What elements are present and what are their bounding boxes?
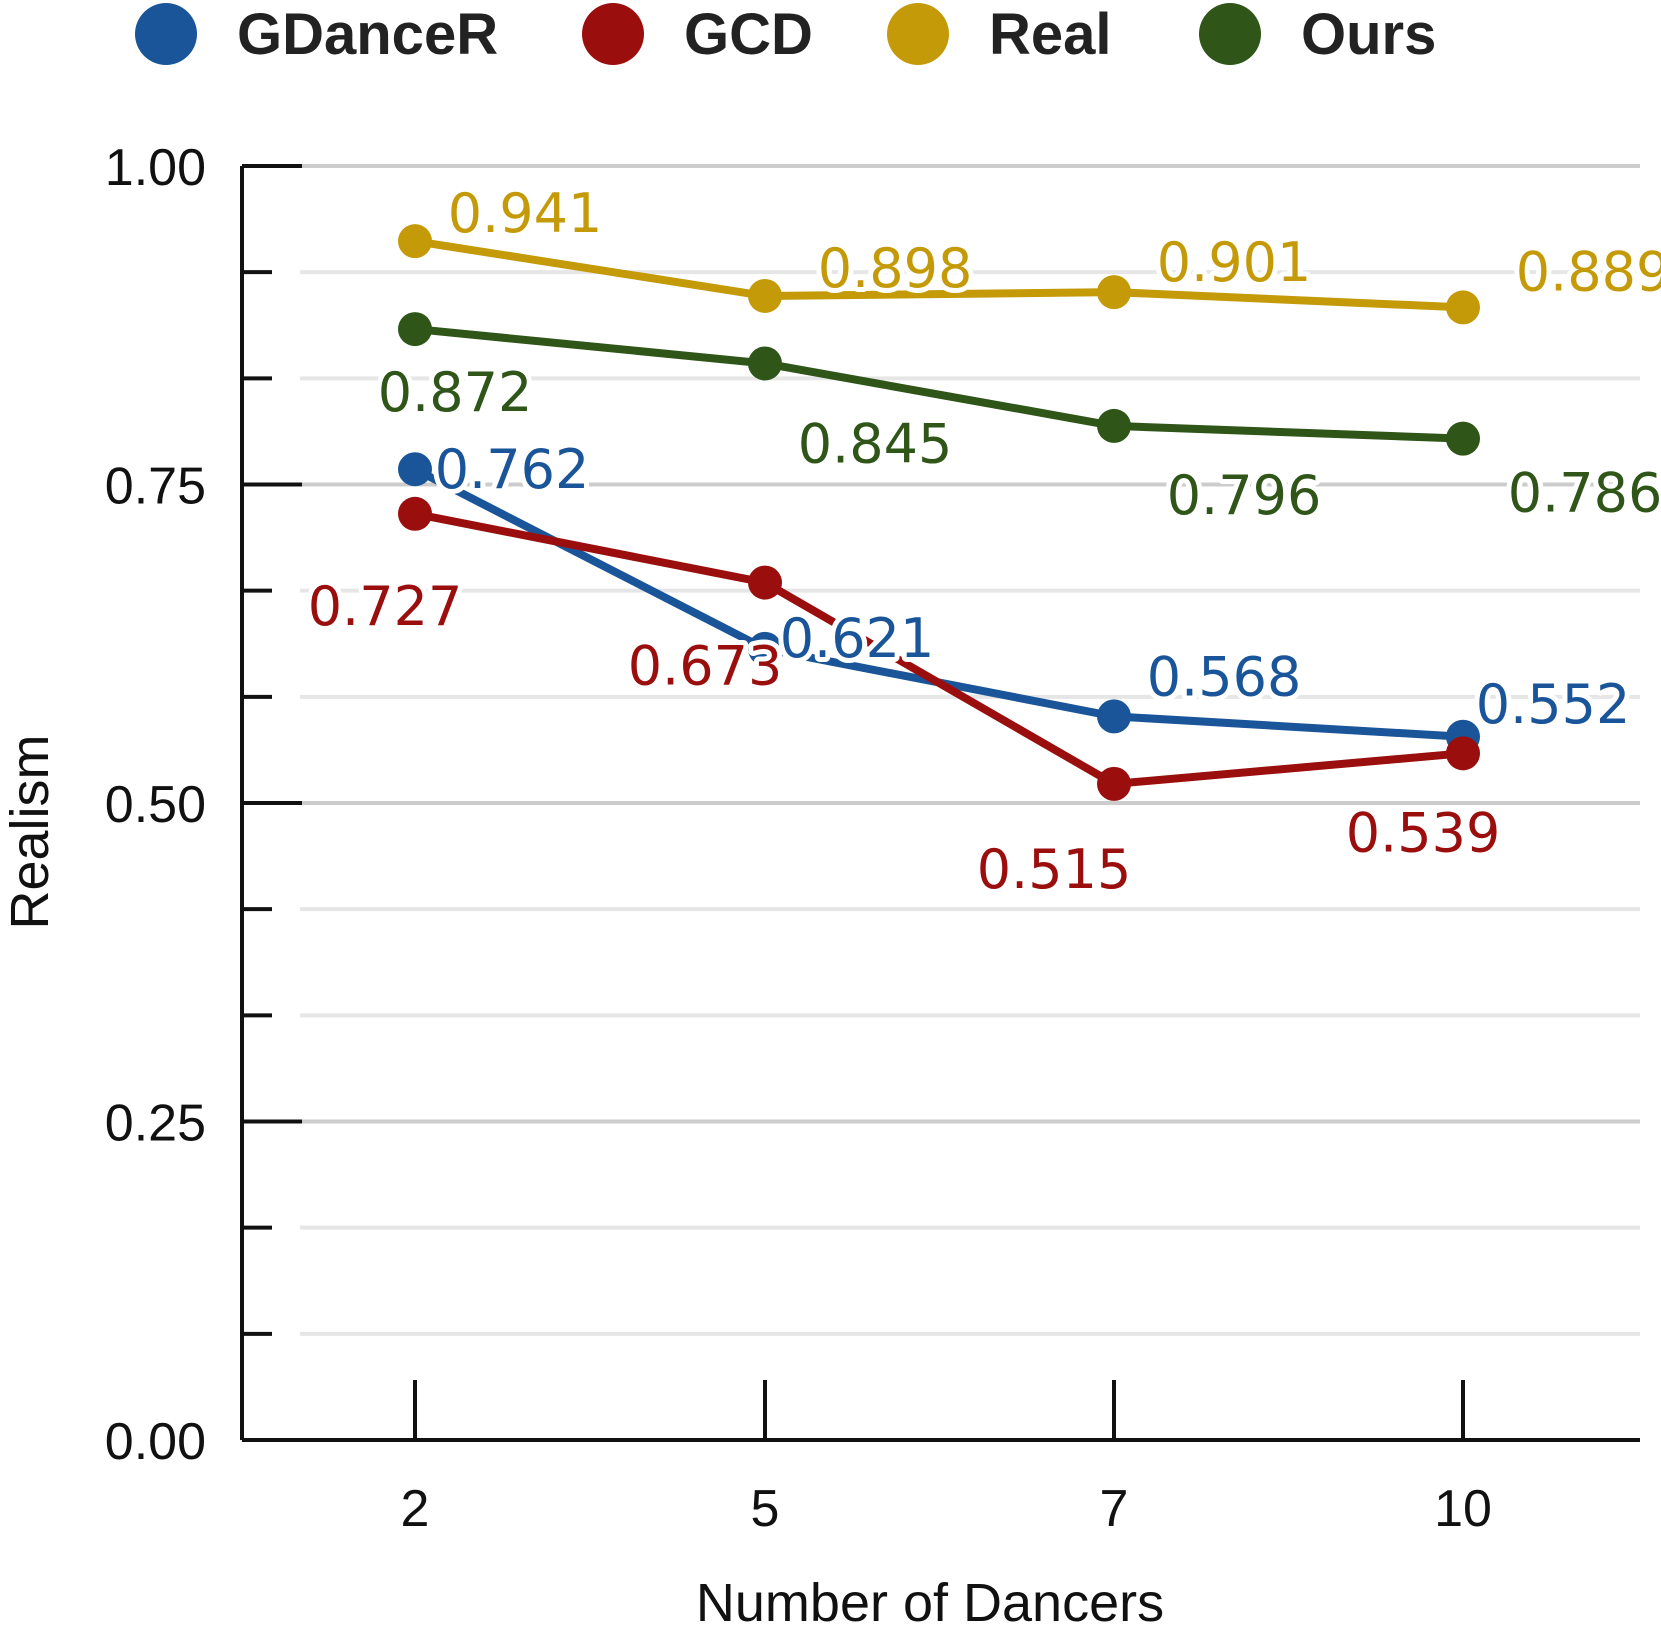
data-point-gcd bbox=[748, 565, 782, 600]
data-label-gdancer: 0.762 bbox=[435, 438, 590, 501]
data-point-real bbox=[1446, 290, 1480, 325]
legend: GDanceR GCD Real Ours bbox=[135, 2, 1436, 67]
data-label-ours: 0.786 bbox=[1508, 462, 1661, 525]
data-point-real bbox=[398, 224, 432, 259]
legend-marker-ours bbox=[1199, 3, 1261, 65]
data-label-real: 0.941 bbox=[448, 182, 603, 245]
x-axis-title: Number of Dancers bbox=[696, 1573, 1164, 1633]
series-lines bbox=[413, 237, 1464, 788]
y-tick-label: 0.00 bbox=[105, 1413, 206, 1471]
data-label-gcd: 0.539 bbox=[1346, 801, 1501, 864]
data-point-ours bbox=[398, 312, 432, 347]
data-label-gcd: 0.515 bbox=[977, 838, 1132, 901]
data-point-gcd bbox=[398, 496, 432, 531]
grid-lines bbox=[300, 164, 1640, 1336]
data-point-gdancer bbox=[748, 631, 782, 666]
x-tick-label: 5 bbox=[751, 1480, 780, 1538]
legend-label-ours: Ours bbox=[1301, 2, 1436, 67]
axes: 0.00 0.25 0.50 0.75 1.00 2 5 7 10 bbox=[105, 139, 1640, 1538]
legend-marker-gcd bbox=[582, 3, 644, 65]
data-label-real: 0.901 bbox=[1157, 231, 1312, 294]
y-tick-label: 0.50 bbox=[105, 776, 206, 834]
data-label-gcd: 0.673 bbox=[628, 635, 783, 698]
data-point-gdancer bbox=[398, 452, 432, 487]
data-point-gcd bbox=[1097, 766, 1131, 801]
series-line-gcd bbox=[414, 509, 1464, 788]
data-point-ours bbox=[748, 346, 782, 381]
series-line-real bbox=[414, 237, 1464, 312]
data-label-gdancer: 0.621 bbox=[780, 607, 935, 670]
x-tick-label: 2 bbox=[401, 1480, 430, 1538]
y-tick-label: 1.00 bbox=[105, 139, 206, 197]
series-line-ours bbox=[414, 325, 1464, 443]
data-label-ours: 0.872 bbox=[378, 361, 533, 424]
series-points bbox=[398, 224, 1480, 801]
x-tick-label: 7 bbox=[1100, 1480, 1129, 1538]
y-axis-title: Realism bbox=[0, 734, 60, 929]
data-point-gcd bbox=[1446, 736, 1480, 771]
legend-marker-real bbox=[887, 3, 949, 65]
data-label-ours: 0.845 bbox=[798, 412, 953, 475]
y-tick-label: 0.25 bbox=[105, 1095, 206, 1153]
data-labels: 0.762 0.621 0.568 0.552 0.727 0.673 0.515 0.539… bbox=[303, 177, 1661, 906]
legend-label-real: Real bbox=[989, 2, 1112, 67]
y-tick-label: 0.75 bbox=[105, 458, 206, 516]
legend-label-gdancer: GDanceR bbox=[237, 2, 498, 67]
data-label-gdancer: 0.552 bbox=[1476, 673, 1631, 736]
data-label-gdancer: 0.568 bbox=[1147, 645, 1302, 708]
data-point-real bbox=[1097, 275, 1131, 310]
data-label-gcd: 0.727 bbox=[308, 575, 463, 638]
legend-label-gcd: GCD bbox=[684, 2, 813, 67]
data-point-real bbox=[748, 278, 782, 313]
data-point-ours bbox=[1446, 421, 1480, 456]
data-point-gdancer bbox=[1097, 699, 1131, 734]
data-label-real: 0.898 bbox=[818, 237, 973, 300]
data-point-ours bbox=[1097, 408, 1131, 443]
x-tick-label: 10 bbox=[1434, 1480, 1492, 1538]
data-label-ours: 0.796 bbox=[1167, 464, 1322, 527]
legend-marker-gdancer bbox=[135, 3, 197, 65]
data-label-real: 0.889 bbox=[1516, 240, 1661, 303]
